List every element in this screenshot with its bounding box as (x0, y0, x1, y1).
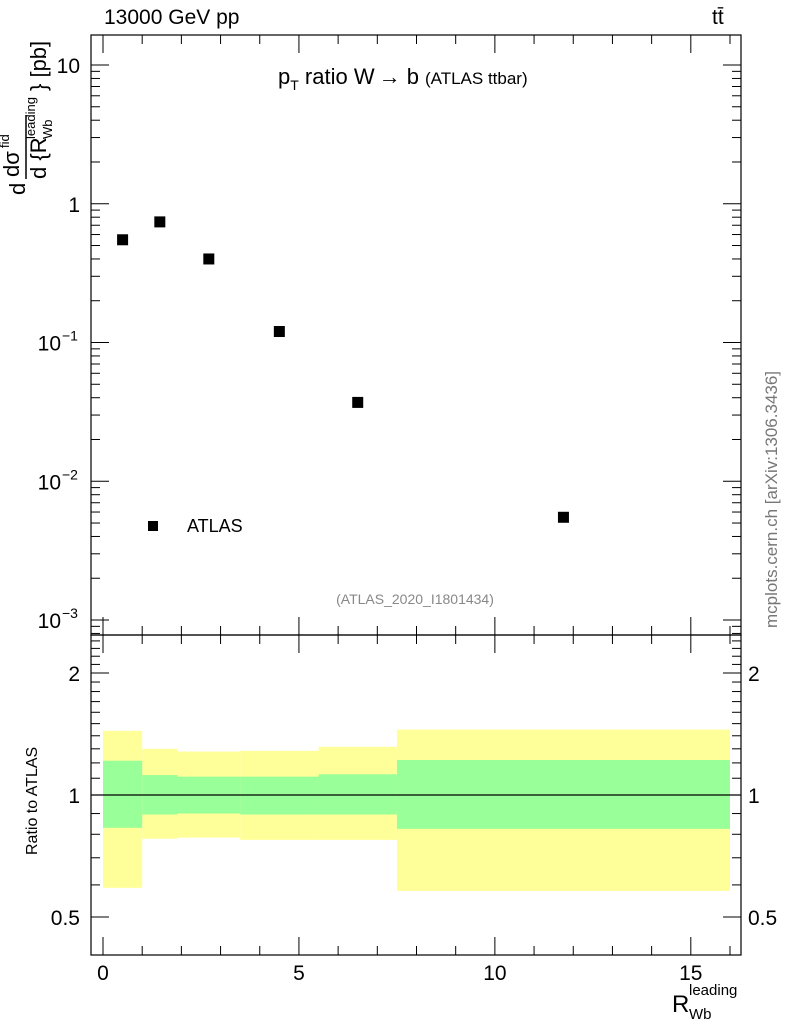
legend-label-atlas: ATLAS (187, 516, 243, 536)
ratio-band-inner-bin-0 (103, 760, 143, 828)
main-points (117, 216, 569, 523)
process-label: tt̄ (712, 6, 724, 29)
data-point-5 (557, 511, 569, 523)
xlabel: R Wb leading (672, 982, 737, 1023)
xtick-label-2: 10 (483, 962, 506, 985)
main-ytick-label-1: 1 (68, 194, 80, 217)
svg-text:leading: leading (23, 97, 38, 139)
main-ylabel: d dσ fid d {R Wb leading } [pb] (0, 41, 55, 195)
chart-title: pT ratio W → b (ATLAS ttbar) (278, 64, 528, 93)
ratio-ytick-label-right-2: 2 (748, 663, 760, 686)
svg-text:−1: −1 (62, 328, 78, 344)
ratio-ytick-label-2: 2 (68, 663, 80, 686)
ratio-band-inner-bin-4 (318, 774, 397, 815)
svg-text:10: 10 (38, 610, 61, 633)
main-frame (90, 34, 742, 636)
svg-text:d: d (5, 183, 30, 195)
data-point-1 (154, 216, 166, 228)
ratio-ytick-label-0: 0.5 (51, 907, 80, 930)
main-ytick-label-0: 10 (57, 55, 80, 78)
main-axis-ticks (91, 35, 741, 635)
svg-text:10: 10 (38, 471, 61, 494)
svg-text:fid: fid (0, 134, 12, 148)
data-point-2 (203, 253, 215, 265)
main-ytick-label-4: 10 −3 (38, 605, 79, 633)
data-point-0 (117, 234, 129, 246)
ratio-bands (103, 729, 730, 891)
ratio-ytick-label-1: 1 (68, 785, 80, 808)
svg-text:leading: leading (689, 982, 737, 999)
energy-label: 13000 GeV pp (104, 6, 240, 29)
ratio-axis-ticks (91, 635, 741, 955)
ratio-ylabel: Ratio to ATLAS (24, 747, 41, 855)
ratio-ytick-label-right-1: 1 (748, 785, 760, 808)
xtick-label-3: 15 (679, 962, 702, 985)
svg-text:10: 10 (57, 55, 80, 78)
xtick-label-1: 5 (293, 962, 305, 985)
svg-text:1: 1 (68, 194, 80, 217)
main-ytick-label-3: 10 −2 (38, 466, 79, 494)
data-point-4 (352, 396, 364, 408)
svg-text:10: 10 (38, 333, 61, 356)
svg-text:Wb: Wb (40, 120, 55, 140)
data-point-3 (273, 326, 285, 338)
svg-text:Wb: Wb (689, 1006, 712, 1023)
legend-marker-atlas (148, 521, 158, 531)
svg-text:d {R: d {R (26, 137, 51, 179)
main-ytick-label-2: 10 −1 (38, 328, 79, 356)
svg-text:R: R (672, 991, 689, 1018)
xtick-label-0: 0 (97, 962, 109, 985)
svg-text:−2: −2 (62, 466, 78, 482)
ratio-ytick-label-right-0: 0.5 (748, 907, 777, 930)
svg-text:−3: −3 (62, 605, 78, 621)
svg-text:} [pb]: } [pb] (26, 41, 51, 91)
svg-text:dσ: dσ (0, 151, 24, 177)
analysis-id-annotation: (ATLAS_2020_I1801434) (336, 591, 494, 607)
